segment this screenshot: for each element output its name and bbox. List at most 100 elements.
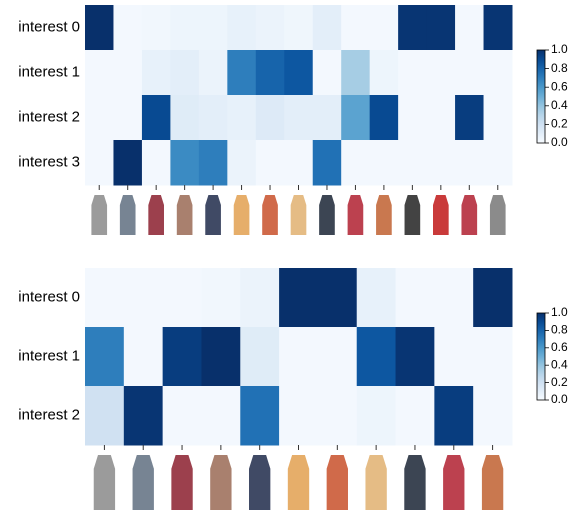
heat-cell <box>162 268 202 328</box>
colorbar-tick-label: 0.0 <box>551 135 568 149</box>
heat-cell <box>198 95 228 141</box>
product-image <box>290 195 307 235</box>
heat-cell <box>369 140 399 186</box>
row-label: interest 1 <box>18 347 80 364</box>
heat-cell <box>170 5 200 51</box>
heat-cell <box>455 140 485 186</box>
heat-cell <box>434 327 474 387</box>
heat-cell <box>141 50 171 96</box>
heat-cell <box>141 95 171 141</box>
colorbar <box>536 312 546 401</box>
colorbar-tick-label: 1.0 <box>551 305 568 319</box>
heat-cell <box>170 95 200 141</box>
heat-cell <box>317 327 358 387</box>
heat-cell <box>455 5 485 51</box>
product-image <box>347 195 364 235</box>
heat-cell <box>434 386 474 446</box>
heat-cell <box>227 95 257 141</box>
colorbar <box>536 49 546 144</box>
heat-cell <box>398 95 428 141</box>
product-image <box>148 195 164 235</box>
heat-cell <box>369 95 399 141</box>
heat-cell <box>240 268 280 328</box>
heat-cell <box>317 268 358 328</box>
heat-cell <box>455 50 485 96</box>
heat-cell <box>85 95 114 141</box>
heat-cell <box>227 50 257 96</box>
heat-cell <box>201 386 241 446</box>
heat-cell <box>240 327 280 387</box>
heat-cell <box>85 327 125 387</box>
product-image <box>433 195 449 235</box>
heat-cell <box>356 327 397 387</box>
colorbar-tick-label: 0.6 <box>551 340 568 354</box>
heat-cell <box>255 95 285 141</box>
row-label: interest 0 <box>18 18 80 35</box>
heat-cell <box>356 386 397 446</box>
product-image <box>262 195 278 235</box>
heat-cell <box>113 140 143 186</box>
heat-cell <box>227 5 257 51</box>
heat-cell <box>113 50 143 96</box>
colorbar-tick-label: 0.4 <box>551 357 568 371</box>
heat-cell <box>198 5 228 51</box>
heat-cell <box>123 386 164 446</box>
product-image <box>249 455 271 510</box>
heat-cell <box>369 50 399 96</box>
heat-cell <box>201 268 241 328</box>
product-image <box>461 195 478 235</box>
heat-cell <box>170 140 200 186</box>
heat-cell <box>483 50 513 96</box>
heat-cell <box>141 140 171 186</box>
heat-cell <box>312 5 342 51</box>
colorbar-tick-label: 0.2 <box>551 117 568 131</box>
heat-cell <box>426 140 456 186</box>
product-image <box>132 455 154 510</box>
heat-cell <box>255 140 285 186</box>
heat-cell <box>426 95 456 141</box>
product-image <box>287 455 310 510</box>
product-image <box>404 195 421 235</box>
heat-cell <box>356 268 397 328</box>
heat-cell <box>341 5 371 51</box>
heat-cell <box>426 50 456 96</box>
heat-cell <box>483 5 513 51</box>
heat-cell <box>473 327 513 387</box>
heat-cell <box>279 327 319 387</box>
heat-cell <box>255 5 285 51</box>
product-image <box>365 455 387 510</box>
product-image <box>319 195 335 235</box>
product-image <box>326 455 348 510</box>
heat-cell <box>473 386 513 446</box>
heat-cell <box>85 268 125 328</box>
heat-cell <box>85 386 125 446</box>
colorbar-tick-label: 1.0 <box>551 42 568 56</box>
heat-cell <box>279 386 319 446</box>
heat-cell <box>85 50 114 96</box>
heat-cell <box>341 50 371 96</box>
heat-cell <box>162 386 202 446</box>
heat-cell <box>255 50 285 96</box>
colorbar-tick-label: 0.2 <box>551 375 568 389</box>
heat-cell <box>398 50 428 96</box>
heat-cell <box>483 95 513 141</box>
heat-cell <box>426 5 456 51</box>
product-image <box>119 195 136 235</box>
heat-cell <box>434 268 474 328</box>
heat-cell <box>398 5 428 51</box>
heat-cell <box>473 268 513 328</box>
product-image <box>376 195 392 235</box>
product-image <box>210 455 232 510</box>
heat-cell <box>395 386 435 446</box>
product-image <box>443 455 465 510</box>
heat-cell <box>341 95 371 141</box>
colorbar-tick-label: 0.8 <box>551 323 568 337</box>
row-label: interest 3 <box>18 153 80 170</box>
colorbar-tick-label: 0.8 <box>551 61 568 75</box>
heat-cell <box>162 327 202 387</box>
heat-cell <box>317 386 358 446</box>
heat-cell <box>170 50 200 96</box>
product-image <box>171 455 193 510</box>
heat-cell <box>483 140 513 186</box>
